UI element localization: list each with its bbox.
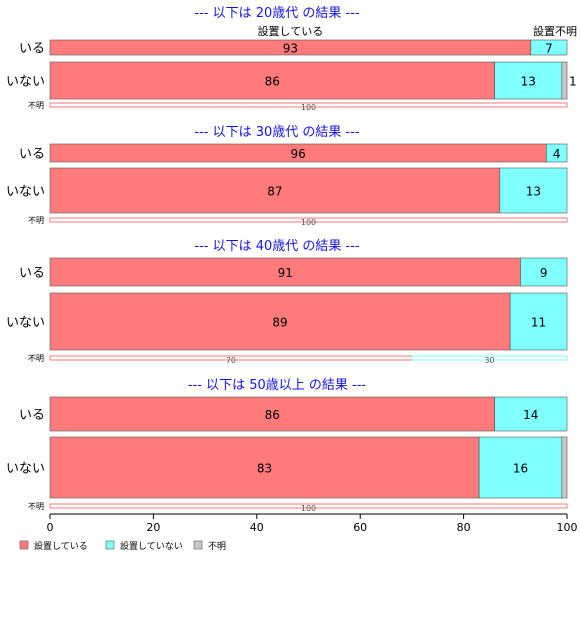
bar-value-label: 87	[267, 185, 282, 199]
bar-segment	[509, 292, 568, 351]
panel-title: --- 以下は 50歳以上 の結果 ---	[188, 378, 367, 393]
row-label: いない	[6, 185, 45, 200]
bar-value-label: 100	[301, 504, 316, 513]
legend-swatch	[105, 540, 115, 550]
bar-value-label: 13	[526, 185, 541, 199]
x-tick-label: 100	[557, 521, 578, 534]
row-label: いる	[19, 42, 45, 57]
bar-segment	[561, 436, 568, 499]
bar-segment	[546, 143, 568, 163]
row-label: いる	[19, 408, 45, 423]
bar-segment	[478, 436, 563, 499]
legend-label: 不明	[208, 541, 226, 552]
bar-value-label: 14	[523, 408, 538, 422]
row-label: いない	[6, 462, 45, 477]
bar-segment	[49, 102, 568, 108]
row-label: いない	[6, 316, 45, 331]
bar-value-label: 16	[513, 462, 528, 476]
legend-label: 設置していない	[120, 540, 183, 552]
x-tick-label: 80	[457, 521, 471, 534]
x-tick-label: 20	[146, 521, 160, 534]
bar-segment	[499, 167, 568, 214]
top-label-unknown: 設置不明	[533, 24, 577, 38]
row-label: 不明	[28, 502, 44, 511]
bar-segment	[49, 167, 501, 214]
row-label: いる	[19, 147, 45, 162]
panel-title: --- 以下は 40歳代 の結果 ---	[194, 239, 360, 254]
bar-segment	[49, 396, 495, 432]
bar-value-label: 30	[484, 356, 494, 365]
bar-value-label: 9	[540, 266, 548, 280]
legend-swatch	[193, 540, 203, 550]
bar-segment	[520, 257, 568, 287]
bar-value-label: 70	[226, 356, 236, 365]
bar-value-label: 91	[278, 266, 293, 280]
bar-value-label: 89	[272, 316, 287, 330]
bar-value-label: 7	[545, 42, 553, 56]
bar-value-label: 100	[301, 218, 316, 227]
row-label: 不明	[28, 354, 44, 363]
row-label: いない	[6, 75, 45, 90]
bar-segment	[49, 436, 480, 499]
row-label: 不明	[28, 216, 44, 225]
bar-value-label: 4	[553, 147, 561, 161]
row-label: 不明	[28, 101, 44, 110]
bar-value-label: 96	[291, 147, 306, 161]
panel-title: --- 以下は 20歳代 の結果 ---	[194, 6, 360, 21]
bar-value-label: 1	[569, 75, 577, 89]
bar-value-label: 83	[257, 462, 272, 476]
legend-label: 設置している	[34, 540, 88, 552]
bar-segment	[530, 39, 568, 56]
bar-value-label: 100	[301, 103, 316, 112]
bar-segment	[49, 217, 568, 223]
x-tick-label: 40	[250, 521, 264, 534]
bar-value-label: 86	[265, 75, 280, 89]
bar-segment	[561, 61, 568, 100]
x-tick-label: 60	[353, 521, 367, 534]
bar-value-label: 11	[531, 316, 546, 330]
bar-segment	[49, 503, 568, 509]
bar-segment	[411, 355, 568, 361]
bar-segment	[494, 396, 568, 432]
bar-value-label: 13	[521, 75, 536, 89]
x-tick-label: 0	[47, 521, 54, 534]
bar-value-label: 93	[283, 42, 298, 56]
legend-swatch	[19, 540, 29, 550]
panel-title: --- 以下は 30歳代 の結果 ---	[194, 125, 360, 140]
bar-value-label: 86	[265, 408, 280, 422]
row-label: いる	[19, 266, 45, 281]
top-label-set: 設置している	[258, 24, 324, 38]
bar-segment	[49, 61, 495, 100]
bar-segment	[49, 257, 521, 287]
